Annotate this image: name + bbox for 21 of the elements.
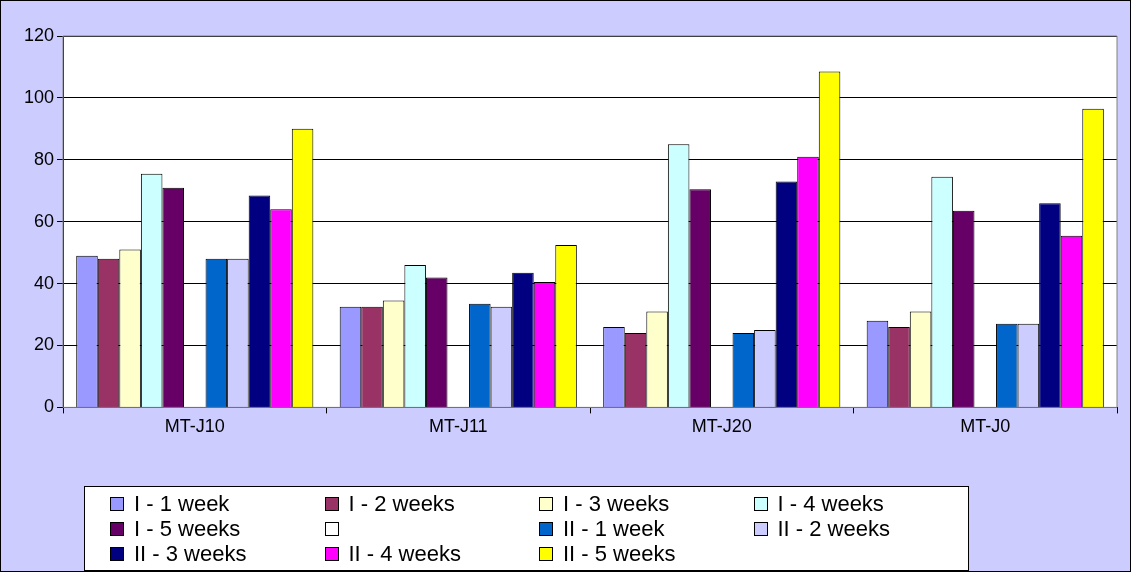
y-tick-label: 40	[34, 272, 55, 293]
y-tick-label: 60	[34, 210, 55, 231]
legend-label: II - 1 week	[563, 516, 665, 541]
x-tick-label: MT-J11	[428, 416, 488, 437]
legend-label: II - 4 weeks	[348, 541, 461, 566]
legend-label: II - 5 weeks	[563, 541, 676, 566]
y-tick-label: 100	[23, 86, 55, 107]
y-tick-label: 20	[34, 334, 55, 355]
x-tick-label: MT-J0	[960, 416, 1011, 437]
legend-label: II - 2 weeks	[777, 516, 890, 541]
legend-label: I - 2 weeks	[348, 491, 455, 516]
legend-label: I - 1 week	[134, 491, 230, 516]
legend-label: I - 3 weeks	[563, 491, 670, 516]
legend-label: I - 4 weeks	[777, 491, 884, 516]
x-tick-label: MT-J20	[691, 416, 752, 437]
legend-label: I - 5 weeks	[134, 516, 241, 541]
y-tick-label: 80	[34, 148, 55, 169]
legend-label: II - 3 weeks	[134, 541, 247, 566]
y-tick-label: 0	[44, 396, 55, 417]
y-tick-label: 120	[23, 24, 55, 45]
x-tick-label: MT-J10	[164, 416, 225, 437]
